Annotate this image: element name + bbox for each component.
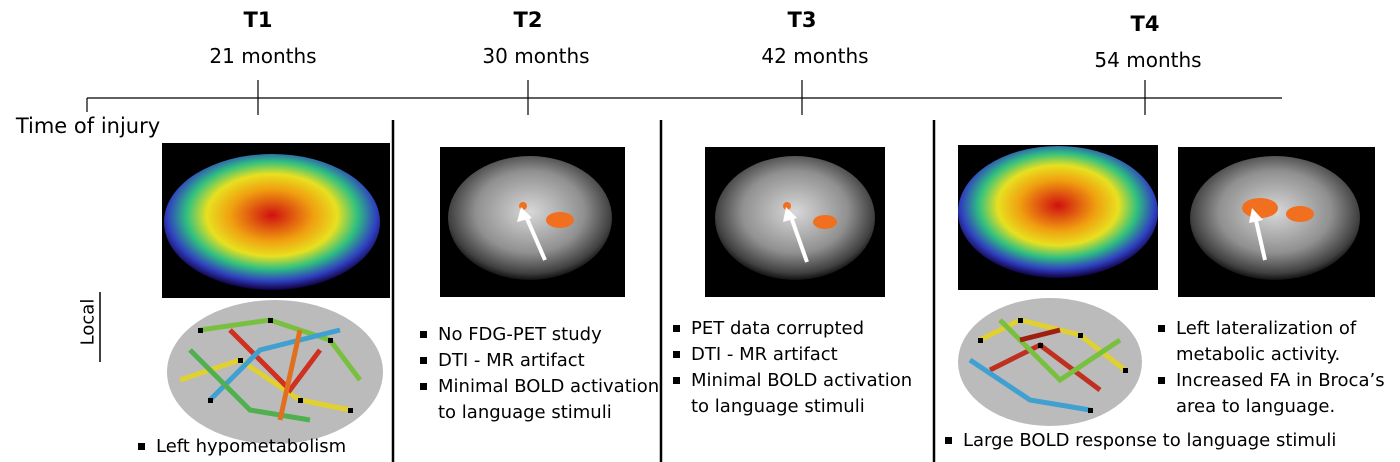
time-point-label: T3 [787, 8, 817, 32]
bullet: Increased FA in Broca’s area to language… [1158, 368, 1391, 420]
pet-image-t1 [162, 143, 390, 298]
time-point-months: 21 months [209, 44, 317, 68]
network-t4 [958, 298, 1142, 426]
time-point-label: T2 [513, 8, 543, 32]
side-label: Local [77, 298, 99, 346]
separators [99, 120, 936, 462]
time-point-months: 30 months [482, 44, 590, 68]
bullet: PET data corrupted [673, 316, 916, 342]
bullet: DTI - MR artifact [673, 342, 916, 368]
bullet: No FDG-PET study [420, 322, 663, 348]
bullet: Minimal BOLD activation to language stim… [420, 374, 663, 426]
pet-image-t4 [958, 145, 1158, 290]
timeline [86, 80, 1282, 115]
timeline-start: Time of injury [15, 114, 161, 138]
time-point-label: T4 [1130, 12, 1160, 36]
bullet: Large BOLD response to language stimuli [945, 428, 1400, 454]
time-point-months: 42 months [761, 44, 869, 68]
bullet: DTI - MR artifact [420, 348, 663, 374]
bullet: Left hypometabolism [138, 434, 346, 460]
bullet: Left lateralization of metabolic activit… [1158, 316, 1391, 368]
time-point-label: T1 [243, 8, 273, 32]
mri-images [440, 147, 1375, 297]
time-point-months: 54 months [1094, 48, 1202, 72]
bullet: Minimal BOLD activation to language stim… [673, 368, 916, 420]
network-t1 [167, 300, 383, 444]
